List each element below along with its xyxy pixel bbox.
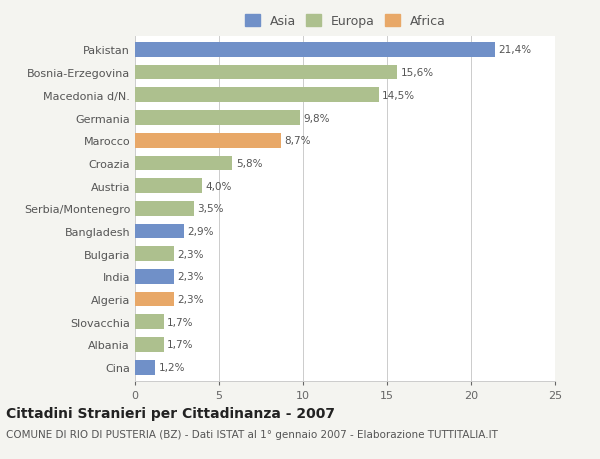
Text: 1,2%: 1,2% xyxy=(158,363,185,372)
Bar xyxy=(135,247,173,262)
Text: 21,4%: 21,4% xyxy=(498,45,531,55)
Bar xyxy=(135,88,379,103)
Text: 5,8%: 5,8% xyxy=(236,158,262,168)
Text: 4,0%: 4,0% xyxy=(206,181,232,191)
Text: COMUNE DI RIO DI PUSTERIA (BZ) - Dati ISTAT al 1° gennaio 2007 - Elaborazione TU: COMUNE DI RIO DI PUSTERIA (BZ) - Dati IS… xyxy=(6,429,498,439)
Legend: Asia, Europa, Africa: Asia, Europa, Africa xyxy=(242,12,448,30)
Bar xyxy=(135,156,232,171)
Bar xyxy=(135,269,173,284)
Text: Cittadini Stranieri per Cittadinanza - 2007: Cittadini Stranieri per Cittadinanza - 2… xyxy=(6,406,335,420)
Bar xyxy=(135,360,155,375)
Text: 3,5%: 3,5% xyxy=(197,204,224,214)
Bar xyxy=(135,179,202,194)
Text: 8,7%: 8,7% xyxy=(284,136,311,146)
Bar xyxy=(135,134,281,148)
Bar xyxy=(135,202,194,216)
Bar xyxy=(135,43,494,58)
Text: 15,6%: 15,6% xyxy=(400,68,434,78)
Text: 2,3%: 2,3% xyxy=(177,294,203,304)
Text: 14,5%: 14,5% xyxy=(382,90,415,101)
Bar xyxy=(135,315,164,330)
Text: 2,3%: 2,3% xyxy=(177,272,203,282)
Bar xyxy=(135,292,173,307)
Text: 2,3%: 2,3% xyxy=(177,249,203,259)
Bar xyxy=(135,66,397,80)
Bar xyxy=(135,224,184,239)
Bar xyxy=(135,111,299,126)
Text: 1,7%: 1,7% xyxy=(167,340,193,350)
Text: 9,8%: 9,8% xyxy=(303,113,329,123)
Text: 1,7%: 1,7% xyxy=(167,317,193,327)
Bar xyxy=(135,337,164,352)
Text: 2,9%: 2,9% xyxy=(187,226,214,236)
